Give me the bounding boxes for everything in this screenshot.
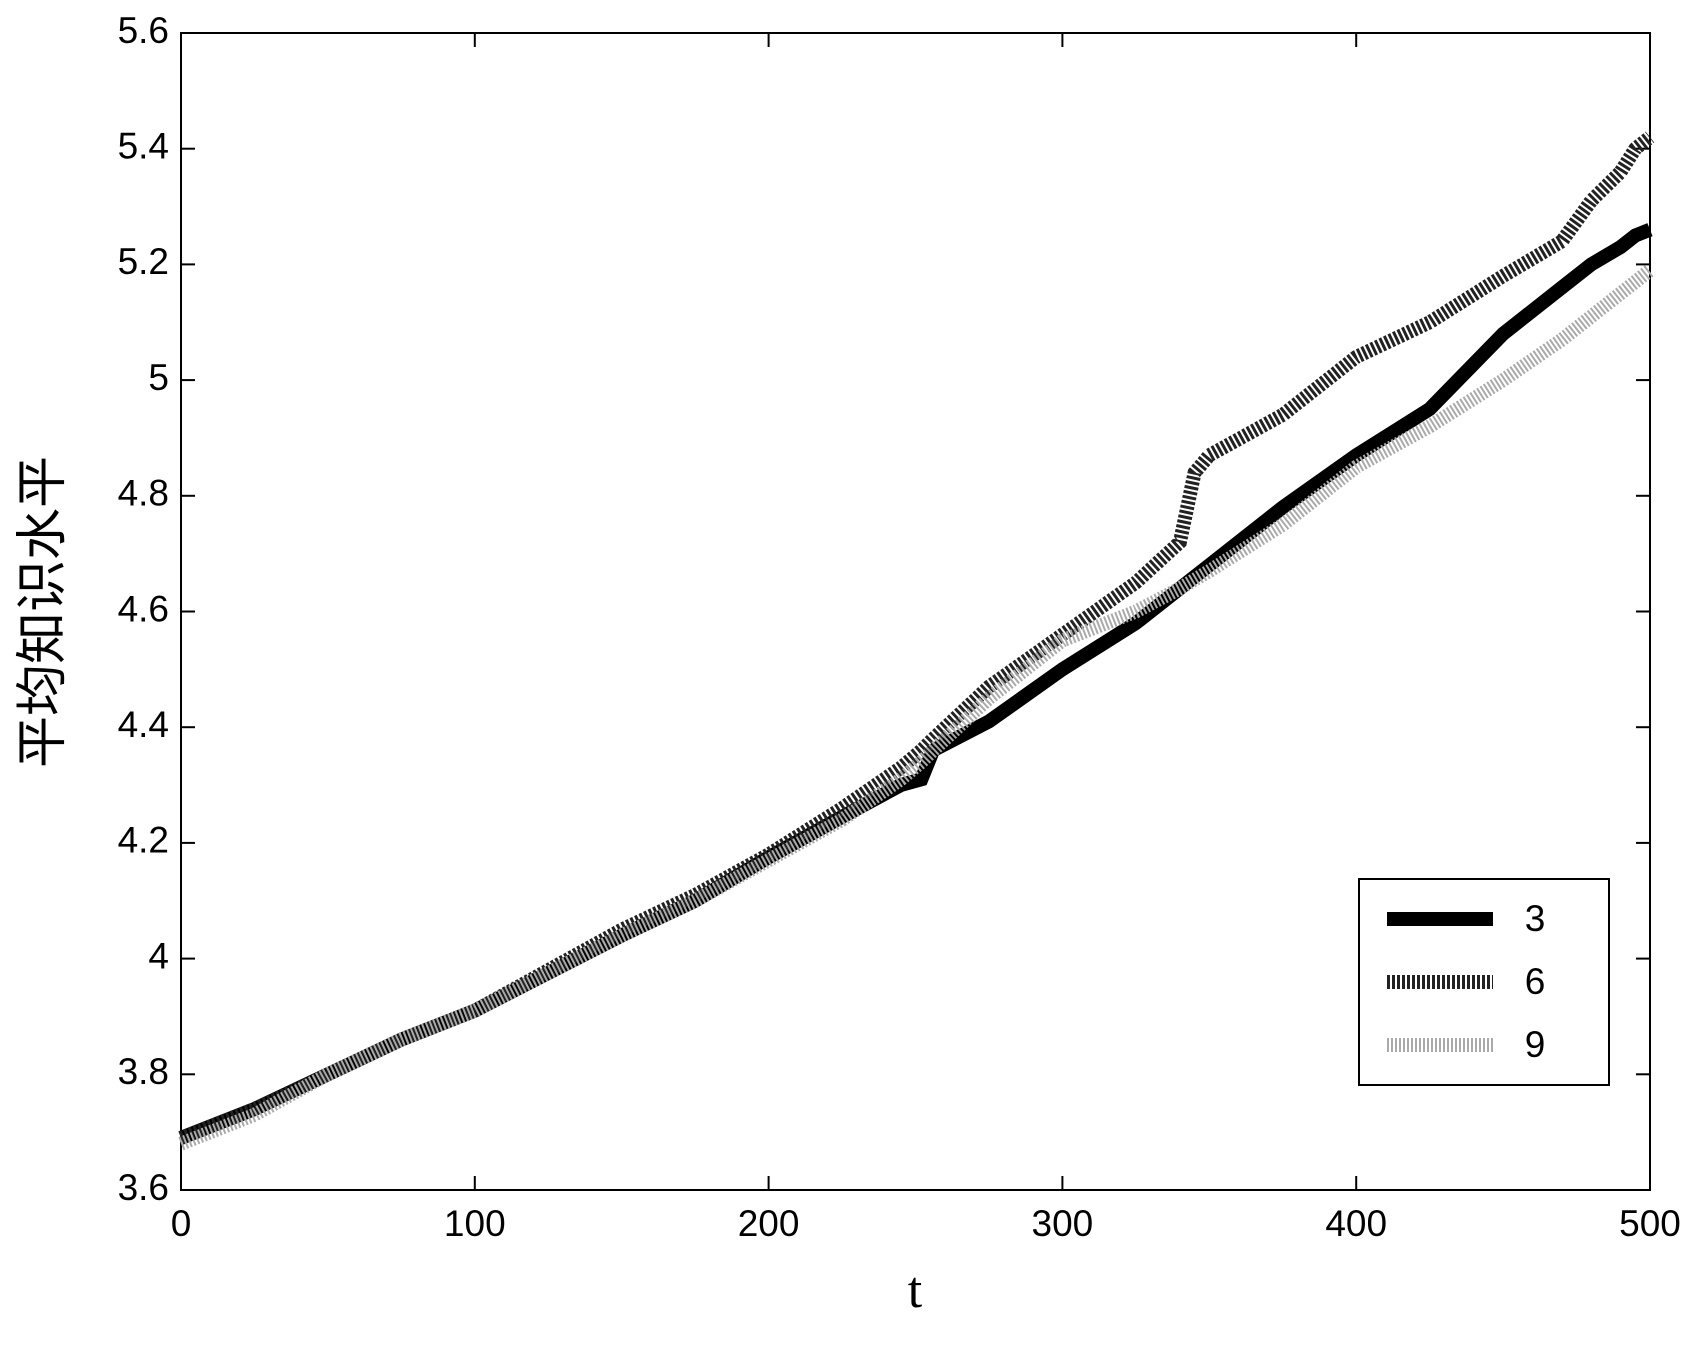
- x-tick-label: 100: [444, 1203, 506, 1244]
- x-tick-label: 200: [738, 1203, 800, 1244]
- x-tick-label: 300: [1032, 1203, 1094, 1244]
- x-axis-label: t: [908, 1262, 923, 1319]
- legend-label: 9: [1525, 1024, 1546, 1065]
- y-tick-label: 4: [148, 935, 169, 976]
- y-tick-label: 5.2: [118, 241, 169, 282]
- y-tick-label: 4.4: [118, 704, 169, 745]
- y-tick-label: 4.8: [118, 473, 169, 514]
- y-tick-label: 3.8: [118, 1051, 169, 1092]
- y-axis-label: 平均知识水平: [15, 456, 72, 768]
- y-tick-label: 4.2: [118, 820, 169, 861]
- x-tick-label: 500: [1619, 1203, 1681, 1244]
- legend-label: 6: [1525, 961, 1546, 1002]
- y-tick-label: 5.6: [118, 10, 169, 51]
- x-tick-label: 400: [1325, 1203, 1387, 1244]
- legend-label: 3: [1525, 898, 1546, 939]
- y-tick-label: 5.4: [118, 125, 169, 166]
- y-tick-label: 5: [148, 357, 169, 398]
- series-line: [178, 264, 1655, 1151]
- y-tick-label: 3.6: [118, 1167, 169, 1208]
- x-tick-label: 0: [171, 1203, 192, 1244]
- y-tick-label: 4.6: [118, 588, 169, 629]
